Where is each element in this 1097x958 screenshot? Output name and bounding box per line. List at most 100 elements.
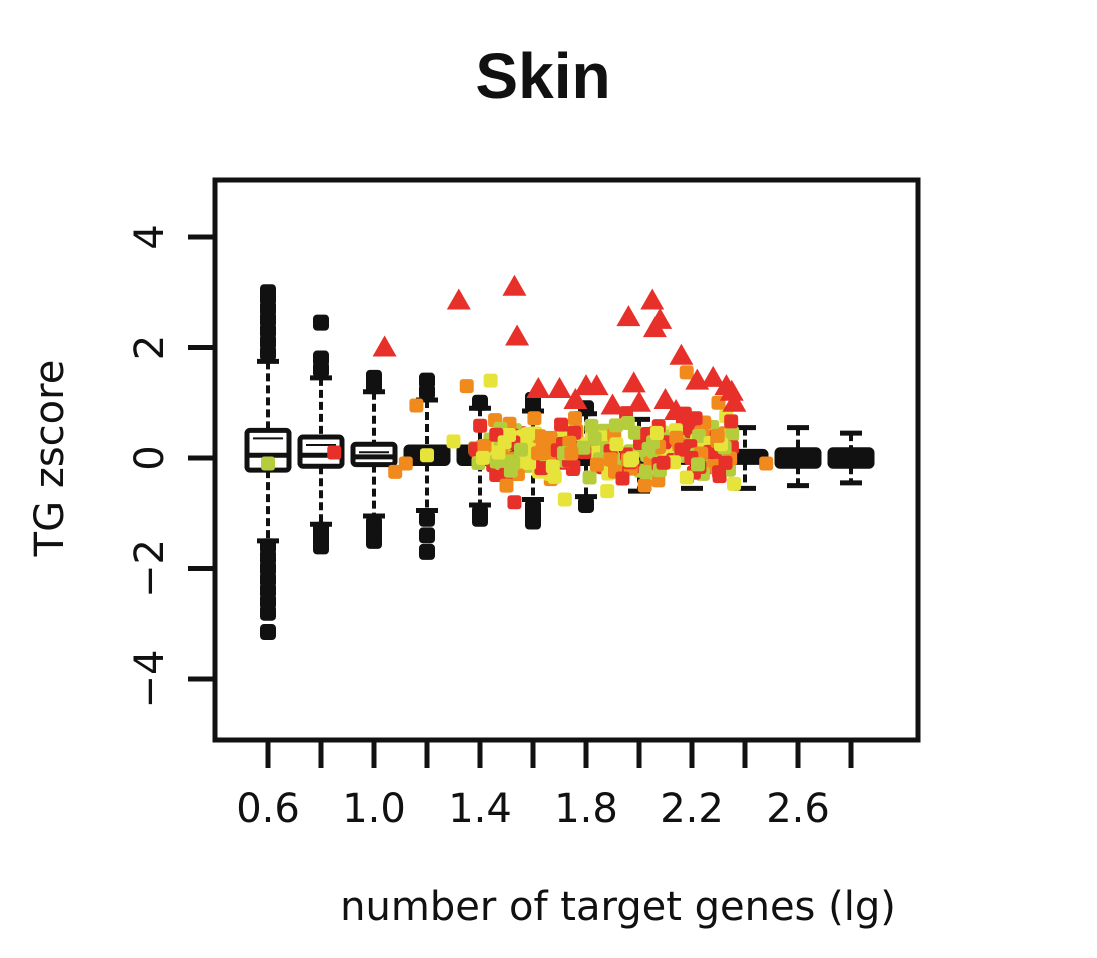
highlight-square bbox=[459, 379, 474, 394]
highlight-square bbox=[609, 437, 624, 452]
outlier-point bbox=[313, 538, 329, 555]
outlier-point bbox=[366, 532, 382, 549]
highlight-square bbox=[649, 426, 664, 441]
highlight-square bbox=[727, 476, 742, 491]
highlight-triangle bbox=[526, 376, 551, 398]
highlight-square bbox=[584, 418, 599, 433]
square-cloud bbox=[468, 406, 742, 493]
highlight-square bbox=[521, 427, 536, 442]
x-tick-label: 1.0 bbox=[342, 786, 406, 832]
boxplot bbox=[827, 430, 875, 486]
x-tick-label: 2.2 bbox=[660, 786, 724, 832]
x-axis-label: number of target genes (lg) bbox=[340, 884, 896, 930]
highlight-triangle bbox=[372, 335, 397, 357]
highlight-square bbox=[564, 446, 579, 461]
highlight-square bbox=[446, 434, 461, 449]
highlight-square bbox=[627, 425, 642, 440]
boxplot bbox=[297, 314, 345, 555]
highlight-square bbox=[499, 478, 514, 493]
outlier-point bbox=[366, 369, 382, 386]
highlight-square bbox=[388, 464, 403, 479]
chart-title: Skin bbox=[475, 40, 610, 112]
y-tick-label: −2 bbox=[127, 539, 173, 598]
highlight-square bbox=[679, 365, 694, 380]
outlier-point bbox=[260, 604, 276, 621]
highlight-square bbox=[475, 450, 490, 465]
boxplot bbox=[350, 369, 398, 549]
highlight-square bbox=[615, 471, 630, 486]
outlier-point bbox=[260, 284, 276, 301]
highlight-triangle bbox=[669, 343, 694, 365]
outlier-point bbox=[260, 624, 276, 641]
outlier-point bbox=[472, 510, 488, 527]
outlier-point bbox=[313, 350, 329, 367]
highlight-square bbox=[409, 398, 424, 413]
highlight-square bbox=[638, 465, 653, 480]
highlight-triangle bbox=[640, 288, 665, 310]
outlier-point bbox=[472, 394, 488, 411]
highlight-triangle bbox=[722, 390, 747, 412]
highlight-square bbox=[483, 373, 498, 388]
highlight-square bbox=[582, 470, 597, 485]
x-axis: 0.6 1.0 1.4 1.8 2.2 2.6 bbox=[236, 740, 854, 832]
outlier-point bbox=[525, 513, 541, 530]
highlight-triangle bbox=[701, 365, 726, 387]
highlight-triangle bbox=[627, 390, 651, 412]
highlight-square bbox=[532, 429, 547, 444]
x-tick-label: 0.6 bbox=[236, 786, 300, 832]
outlier-point bbox=[313, 314, 329, 331]
highlight-square bbox=[554, 417, 569, 432]
highlight-square bbox=[477, 438, 492, 453]
highlight-square bbox=[603, 452, 618, 467]
highlight-square bbox=[473, 418, 488, 433]
highlight-square bbox=[692, 428, 707, 443]
highlight-square bbox=[547, 469, 562, 484]
highlight-square bbox=[507, 495, 522, 510]
outlier-point bbox=[578, 496, 594, 513]
highlight-square bbox=[759, 456, 774, 471]
highlight-triangle bbox=[547, 376, 572, 398]
highlight-square bbox=[261, 456, 275, 471]
highlight-square bbox=[513, 442, 528, 457]
highlight-square bbox=[623, 453, 638, 468]
x-tick-label: 1.8 bbox=[554, 786, 618, 832]
highlight-square bbox=[568, 411, 583, 426]
highlight-square bbox=[608, 418, 623, 433]
highlight-square bbox=[503, 463, 518, 478]
highlight-square bbox=[679, 470, 694, 485]
highlight-square bbox=[690, 457, 705, 472]
plot-marks bbox=[244, 274, 875, 641]
highlight-square bbox=[712, 465, 727, 480]
highlight-triangle bbox=[505, 324, 530, 346]
highlight-triangle bbox=[642, 316, 667, 338]
highlight-square bbox=[656, 455, 671, 470]
highlight-triangle bbox=[653, 387, 678, 409]
outlier-point bbox=[419, 372, 435, 389]
highlight-triangle bbox=[600, 393, 625, 415]
highlight-square bbox=[534, 461, 549, 476]
outlier-point bbox=[419, 510, 435, 527]
highlight-square bbox=[641, 441, 656, 456]
highlight-triangle bbox=[664, 399, 689, 421]
highlight-triangle bbox=[584, 374, 609, 396]
highlight-square bbox=[710, 428, 725, 443]
outlier-point bbox=[419, 527, 435, 544]
highlight-triangle bbox=[621, 371, 646, 393]
highlight-triangle bbox=[502, 274, 527, 296]
highlight-square bbox=[669, 430, 684, 445]
highlight-square bbox=[491, 445, 506, 460]
highlight-triangle bbox=[563, 387, 588, 409]
x-tick-label: 1.4 bbox=[448, 786, 512, 832]
highlight-triangle bbox=[446, 288, 471, 310]
highlight-square bbox=[600, 484, 615, 499]
y-tick-label: −4 bbox=[127, 650, 173, 709]
highlight-square bbox=[637, 478, 652, 493]
highlight-square bbox=[587, 431, 602, 446]
y-axis: 4 2 0 −2 −4 bbox=[127, 224, 215, 708]
y-tick-label: 2 bbox=[127, 335, 173, 360]
highlight-square bbox=[725, 426, 740, 441]
highlight-square bbox=[724, 414, 739, 429]
highlight-square bbox=[327, 445, 342, 460]
x-tick-label: 2.6 bbox=[766, 786, 830, 832]
